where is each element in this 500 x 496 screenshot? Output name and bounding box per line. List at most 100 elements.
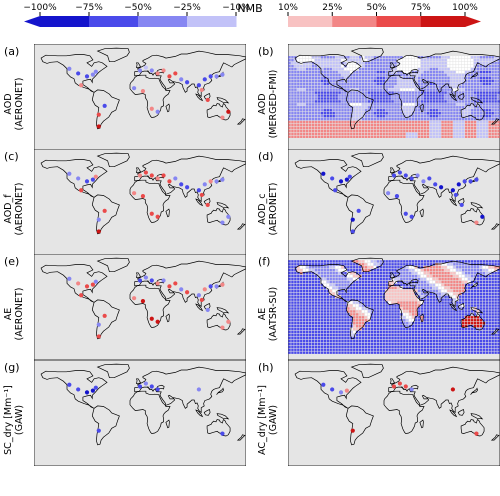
grid-cell [400, 283, 403, 287]
grid-cell [356, 120, 359, 124]
grid-cell [447, 112, 450, 115]
grid-cell [411, 348, 415, 351]
grid-cell [388, 100, 391, 103]
grid-cell [411, 330, 415, 334]
grid-cell [388, 73, 391, 77]
grid-cell [347, 304, 350, 307]
grid-cell [367, 269, 371, 272]
grid-cell [338, 336, 341, 340]
grid-cell [308, 70, 312, 74]
grid-cell [456, 67, 459, 71]
grid-cell [470, 82, 474, 85]
grid-cell [435, 310, 438, 313]
grid-cell [406, 336, 409, 340]
grid-cell [456, 91, 459, 94]
grid-cell [450, 126, 453, 130]
grid-cell [497, 56, 500, 59]
grid-cell [394, 67, 397, 71]
grid-cell [376, 88, 380, 91]
grid-cell [353, 100, 356, 103]
grid-cell [479, 286, 483, 290]
grid-cell [494, 298, 497, 301]
grid-cell [323, 322, 327, 325]
grid-cell [288, 120, 291, 124]
grid-cell [441, 64, 444, 68]
grid-cell [323, 316, 327, 319]
grid-cell [462, 70, 465, 74]
grid-cell [329, 345, 332, 348]
station-marker [67, 66, 72, 71]
grid-cell [485, 91, 488, 94]
grid-cell [326, 64, 329, 68]
grid-cell [409, 298, 412, 301]
grid-cell [473, 59, 477, 62]
grid-cell [417, 336, 421, 340]
grid-cell [364, 322, 368, 325]
grid-cell [373, 67, 377, 71]
grid-cell [476, 132, 480, 136]
grid-cell [482, 97, 486, 100]
grid-cell [473, 316, 477, 319]
station-marker [205, 97, 210, 103]
grid-cell [308, 295, 312, 298]
grid-cell [497, 64, 500, 68]
grid-cell [400, 79, 403, 83]
grid-cell [356, 336, 359, 340]
grid-cell [373, 106, 377, 109]
grid-cell [494, 103, 497, 106]
grid-cell [432, 112, 435, 115]
grid-cell [317, 135, 321, 138]
grid-cell [432, 59, 435, 62]
grid-cell [364, 103, 368, 106]
grid-cell [297, 106, 300, 109]
grid-cell [329, 79, 332, 83]
panel-ylabel: AOD (MERGED-FMI) [257, 54, 279, 154]
grid-cell [441, 106, 444, 109]
grid-cell [450, 132, 453, 136]
grid-cell [406, 109, 409, 112]
grid-cell [444, 100, 447, 103]
grid-cell [414, 114, 418, 118]
grid-cell [491, 298, 494, 301]
grid-cell [353, 289, 356, 293]
grid-cell [370, 295, 374, 298]
grid-cell [391, 123, 394, 127]
grid-cell [485, 304, 488, 307]
grid-cell [367, 120, 371, 124]
grid-cell [303, 274, 306, 278]
grid-cell [376, 85, 380, 88]
grid-cell [432, 327, 435, 331]
grid-cell [317, 109, 321, 112]
grid-cell [394, 59, 397, 62]
grid-cell [429, 316, 433, 319]
grid-cell [364, 94, 368, 97]
grid-cell [406, 292, 409, 295]
grid-cell [494, 135, 497, 138]
grid-cell [470, 117, 474, 121]
grid-cell [382, 348, 385, 351]
coastline [460, 418, 485, 437]
grid-cell [347, 319, 350, 322]
grid-cell [388, 120, 391, 124]
grid-cell [485, 263, 488, 266]
grid-cell [323, 304, 327, 307]
grid-cell [459, 266, 462, 269]
grid-cell [441, 348, 444, 351]
grid-cell [361, 129, 365, 133]
station-marker [226, 319, 231, 324]
grid-cell [470, 67, 474, 71]
grid-cell [409, 286, 412, 290]
grid-cell [329, 336, 332, 340]
grid-cell [488, 348, 491, 351]
grid-cell [320, 126, 324, 130]
grid-cell [459, 117, 462, 121]
colorbar-neg-arrow [24, 16, 40, 27]
grid-cell [444, 79, 447, 83]
grid-cell [311, 301, 315, 304]
grid-cell [382, 126, 385, 130]
grid-cell [341, 263, 344, 266]
grid-cell [476, 106, 480, 109]
station-marker [90, 177, 95, 182]
grid-cell [305, 327, 309, 331]
grid-cell [441, 70, 444, 74]
